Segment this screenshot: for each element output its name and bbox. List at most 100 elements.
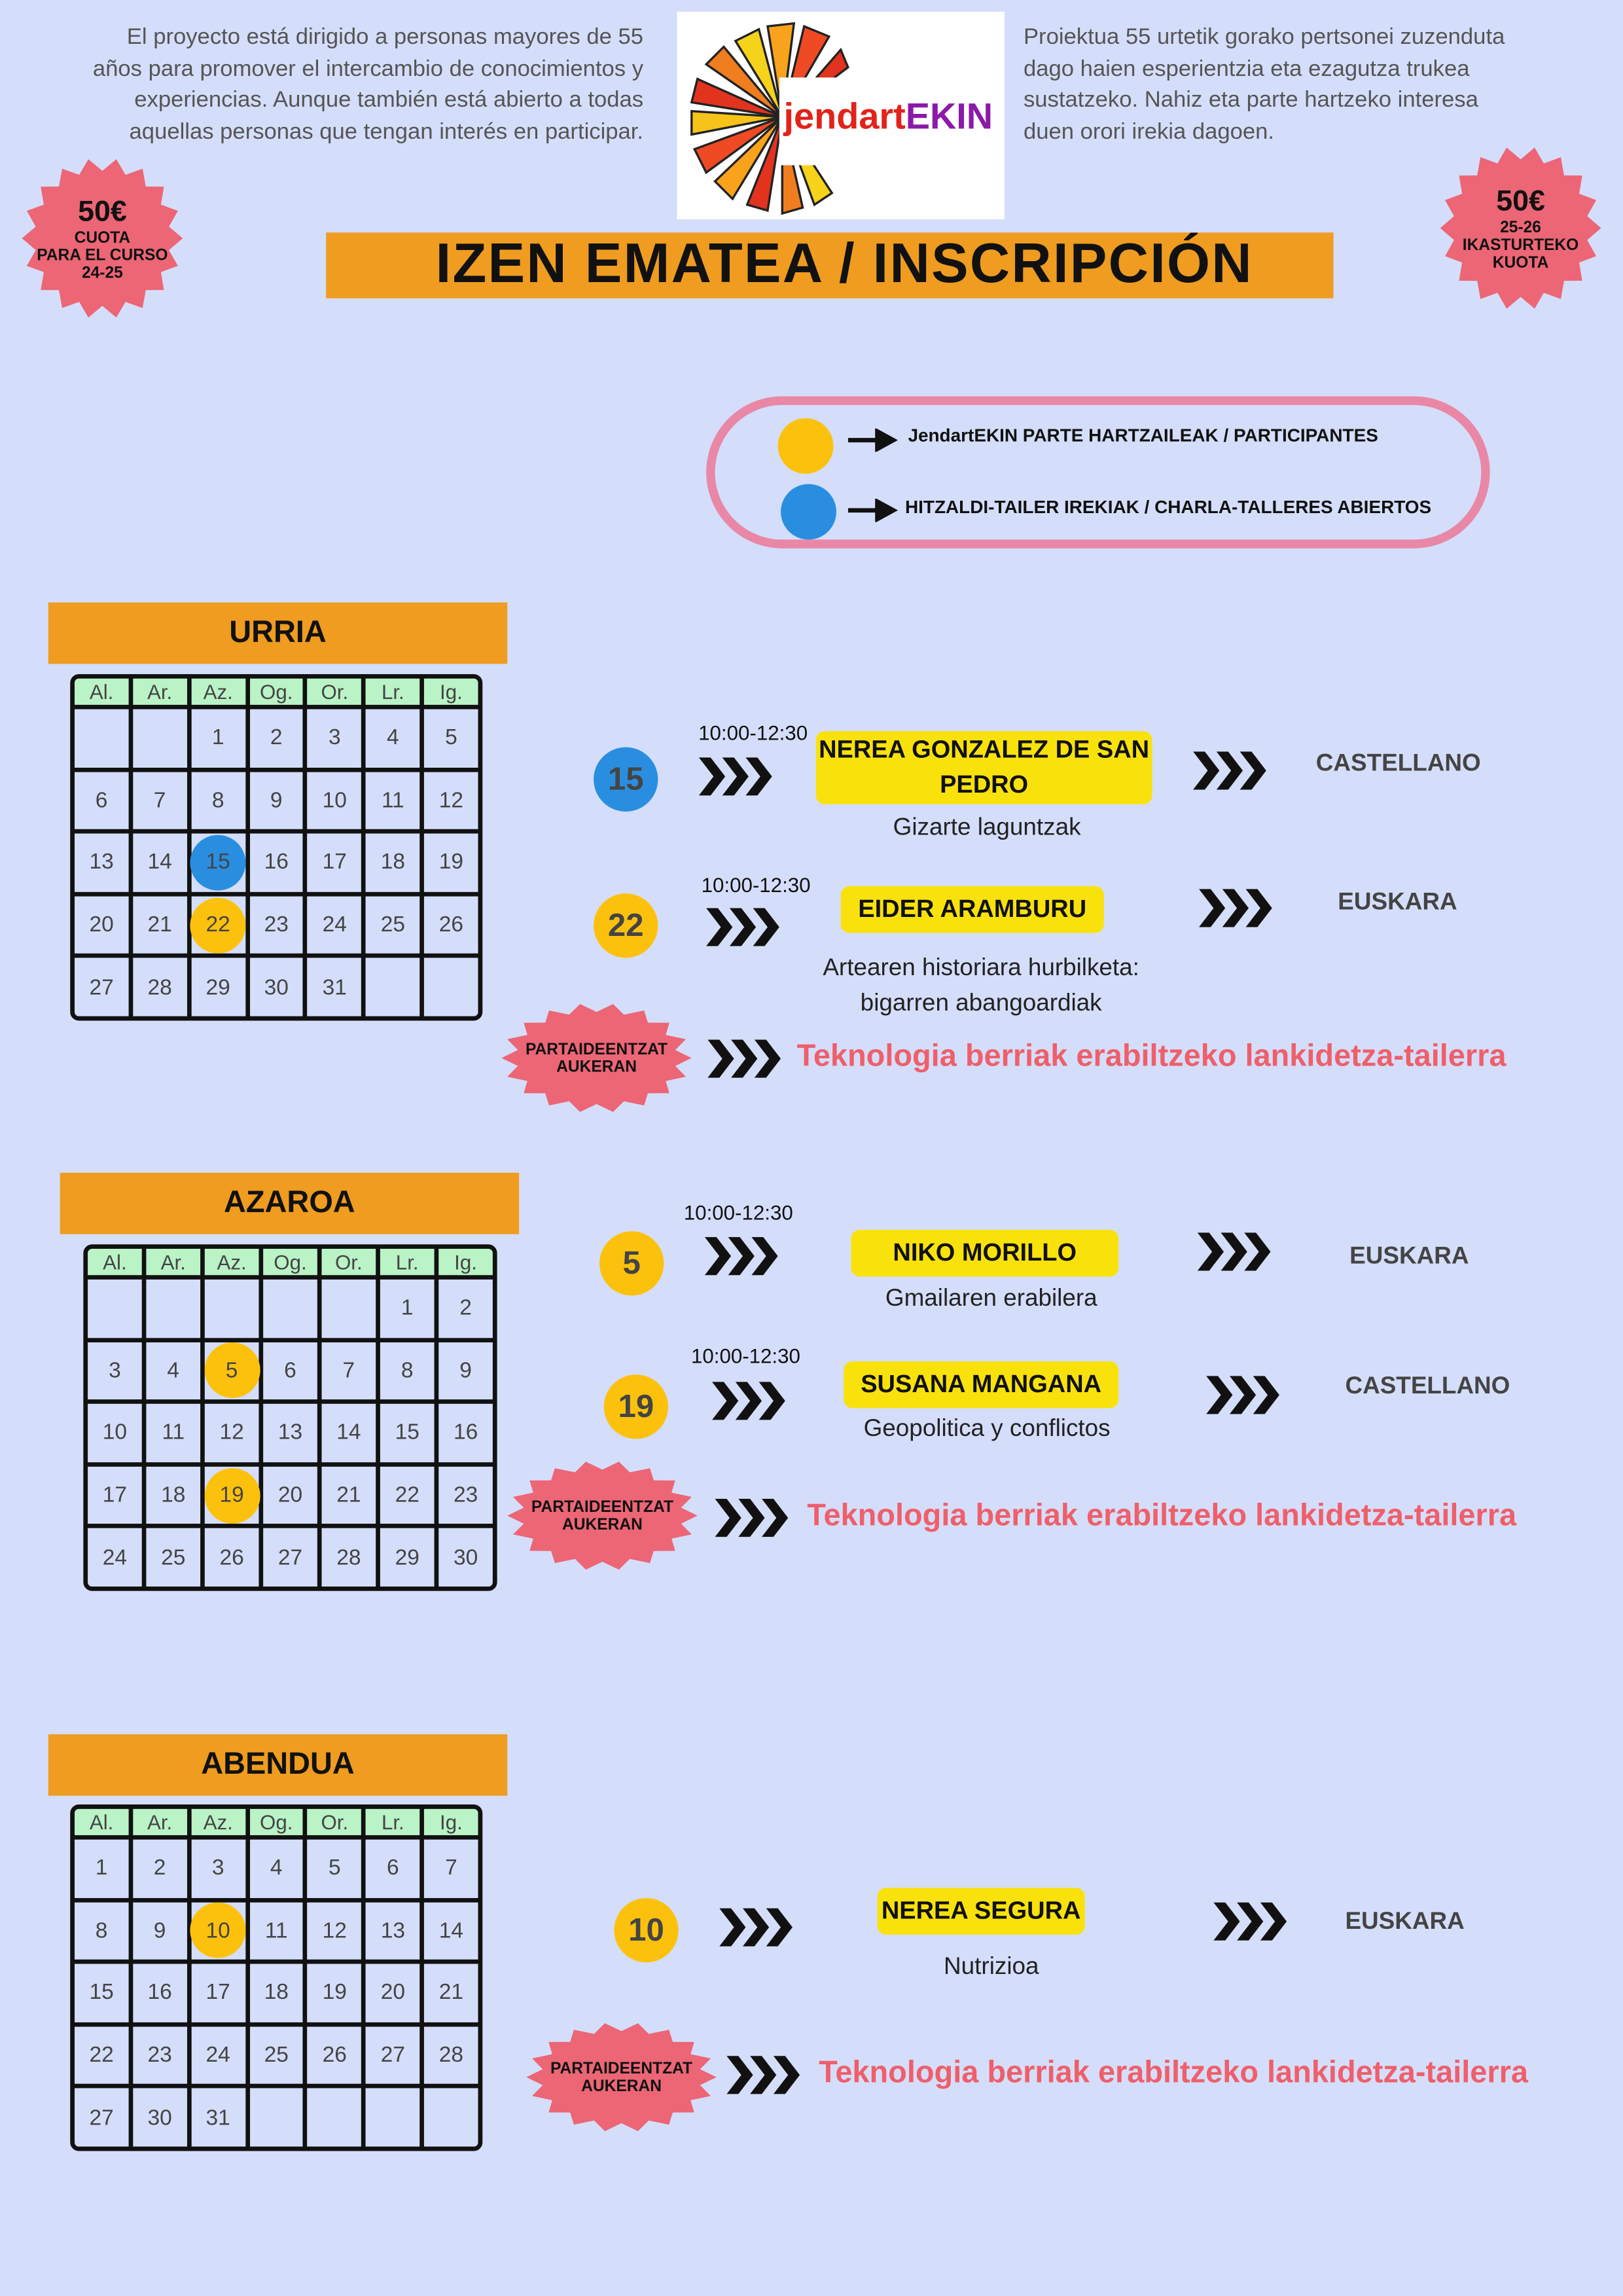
calendar-day: 2 xyxy=(438,1279,493,1338)
calendar-day: 26 xyxy=(308,2026,362,2085)
logo-text-jendart: jendart xyxy=(783,96,906,137)
legend-participants: JendartEKIN PARTE HARTZAILEAK / PARTICIP… xyxy=(908,425,1378,446)
optional-badge-label: AUKERAN xyxy=(562,1515,643,1534)
day-marker-icon xyxy=(190,834,246,891)
day-marker-icon xyxy=(204,1342,260,1399)
calendar-day: 16 xyxy=(132,1964,187,2022)
chevrons-icon xyxy=(706,905,782,949)
calendar-day: 9 xyxy=(249,771,304,830)
chevrons-icon xyxy=(1213,1899,1289,1943)
calendar-day: 25 xyxy=(366,896,420,954)
calendar-day: 23 xyxy=(132,2026,187,2085)
weekday-header: Lr. xyxy=(366,678,420,705)
weekday-header: Ig. xyxy=(438,1249,493,1276)
chevrons-icon xyxy=(698,755,775,798)
event-topic: Nutrizioa xyxy=(944,1953,1039,1981)
calendar-day: 17 xyxy=(308,833,362,892)
fee-label: KUOTA xyxy=(1492,253,1549,272)
calendar-day: 19 xyxy=(308,1964,362,2022)
calendar-day: 8 xyxy=(74,1901,129,1960)
calendar-day: 14 xyxy=(132,833,187,892)
calendar-day: 26 xyxy=(424,896,478,954)
calendar-day: 2 xyxy=(249,709,304,768)
calendar-day: 20 xyxy=(263,1466,317,1524)
calendar-day: 12 xyxy=(308,1901,362,1960)
calendar-day: 30 xyxy=(132,2089,187,2147)
chevrons-icon xyxy=(712,1379,788,1423)
calendar-day: 27 xyxy=(74,958,129,1016)
calendar-day: 7 xyxy=(424,1839,478,1898)
weekday-header: Og. xyxy=(263,1249,317,1276)
calendar-empty-cell xyxy=(74,709,129,768)
weekday-header: Og. xyxy=(249,1808,304,1835)
jendartekin-logo: jendartEKIN xyxy=(677,11,1005,220)
fee-badge-right: 50€ 25-26 IKASTURTEKO KUOTA xyxy=(1440,147,1601,309)
calendar-day: 22 xyxy=(380,1466,435,1524)
calendar-day: 19 xyxy=(424,833,478,892)
calendar-abendua: Al. Ar. Az. Og. Or. Lr. Ig. 1 2 3 4 5 6 7 8 9 10 11 12 13 14… xyxy=(70,1804,483,2151)
calendar-day: 1 xyxy=(380,1279,435,1338)
event-day-badge: 10 xyxy=(614,1897,679,1963)
calendar-day: 15 xyxy=(380,1404,435,1462)
calendar-day: 13 xyxy=(263,1404,317,1462)
calendar-day: 19 xyxy=(204,1466,260,1524)
event-topic: Gmailaren erabilera xyxy=(885,1285,1097,1312)
calendar-empty-cell xyxy=(308,2089,362,2147)
calendar-day: 20 xyxy=(74,896,129,954)
weekday-header: Or. xyxy=(308,1808,362,1835)
chevrons-icon xyxy=(1197,1230,1274,1274)
event-speaker: NIKO MORILLO xyxy=(851,1229,1119,1277)
optional-workshop: Teknologia berriak erabiltzeko lankidetz… xyxy=(819,2056,1529,2090)
calendar-day: 21 xyxy=(132,896,187,954)
calendar-day: 24 xyxy=(191,2026,245,2085)
calendar-day: 3 xyxy=(88,1342,142,1400)
calendar-day: 15 xyxy=(74,1964,129,2022)
calendar-empty-cell xyxy=(132,709,187,768)
calendar-day: 10 xyxy=(308,771,362,830)
fee-label: CUOTA xyxy=(74,228,131,247)
calendar-day: 25 xyxy=(146,1528,201,1587)
calendar-day: 16 xyxy=(438,1404,493,1462)
calendar-day: 7 xyxy=(321,1342,376,1400)
chevrons-icon xyxy=(715,1496,791,1540)
fee-label: IKASTURTEKO xyxy=(1462,236,1579,254)
optional-badge-label: AUKERAN xyxy=(556,1058,637,1076)
calendar-urria: Al. Ar. Az. Og. Or. Lr. Ig. 1 2 3 4 5 6 7 8 9 10 11 12 13 14… xyxy=(70,673,483,1021)
optional-badge-label: PARTAIDEENTZAT xyxy=(531,1498,674,1516)
calendar-day: 11 xyxy=(146,1404,201,1462)
day-marker-icon xyxy=(190,1903,246,1959)
weekday-header: Al. xyxy=(88,1249,142,1276)
calendar-day: 6 xyxy=(366,1839,420,1898)
event-time: 10:00-12:30 xyxy=(701,872,811,897)
calendar-day: 12 xyxy=(424,771,478,830)
chevrons-icon xyxy=(1206,1373,1282,1417)
event-speaker: NEREA SEGURA xyxy=(877,1888,1085,1935)
calendar-empty-cell xyxy=(249,2089,304,2147)
optional-badge-label: AUKERAN xyxy=(581,2077,662,2095)
calendar-day: 11 xyxy=(249,1901,304,1960)
logo-text-ekin: EKIN xyxy=(906,96,993,137)
chevrons-icon xyxy=(704,1234,781,1278)
fee-price: 50€ xyxy=(78,195,127,228)
page-title: IZEN EMATEA / INSCRIPCIÓN xyxy=(326,232,1334,298)
chevrons-icon xyxy=(726,2053,802,2097)
event-day-badge: 5 xyxy=(599,1231,664,1296)
fee-badge-left: 50€ CUOTA PARA EL CURSO 24-25 xyxy=(22,159,183,318)
event-day-badge: 19 xyxy=(603,1374,669,1439)
calendar-day: 21 xyxy=(321,1466,376,1524)
calendar-day: 29 xyxy=(380,1528,435,1587)
calendar-day: 22 xyxy=(190,896,246,954)
event-day-badge: 15 xyxy=(594,747,658,812)
calendar-day: 28 xyxy=(321,1528,376,1587)
event-speaker: EIDER ARAMBURU xyxy=(840,886,1104,933)
calendar-azaroa: Al. Ar. Az. Og. Or. Lr. Ig. 1 2 3 4 5 6 7 8 9 10 11 12 13 14… xyxy=(83,1244,497,1591)
calendar-day: 10 xyxy=(88,1404,142,1462)
calendar-day: 1 xyxy=(74,1839,129,1898)
event-time: 10:00-12:30 xyxy=(690,1344,800,1367)
calendar-day: 12 xyxy=(204,1404,259,1462)
calendar-day: 11 xyxy=(366,771,420,830)
event-topic: Gizarte laguntzak xyxy=(893,814,1081,841)
calendar-empty-cell xyxy=(366,958,420,1016)
chevrons-icon xyxy=(1199,886,1275,930)
participants-dot-icon xyxy=(777,418,834,474)
